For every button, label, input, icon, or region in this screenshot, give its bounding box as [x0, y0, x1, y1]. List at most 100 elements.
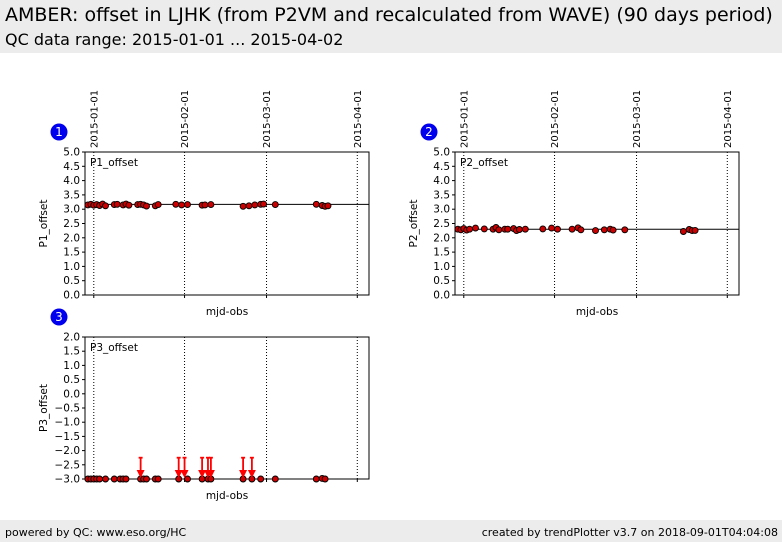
data-point	[154, 475, 162, 483]
panel-series-label: P2_offset	[460, 157, 508, 169]
data-point	[472, 224, 479, 232]
y-tick-label: 3.5	[433, 189, 450, 201]
limit-arrow-head	[180, 470, 189, 478]
y-tick-label: 1.5	[433, 247, 450, 259]
panel-number-label: 1	[55, 125, 63, 139]
data-point	[125, 201, 133, 209]
limit-arrow-head	[247, 470, 256, 478]
y-tick-label: 2.5	[63, 218, 80, 230]
y-tick-label: −0.5	[55, 403, 81, 415]
data-point	[271, 201, 279, 209]
limit-arrow-head	[136, 470, 145, 478]
data-point	[143, 202, 150, 210]
y-tick-label: 2.0	[63, 232, 80, 244]
data-point	[102, 202, 109, 210]
data-point	[548, 224, 556, 232]
y-tick-label: 2.0	[63, 332, 80, 344]
y-tick-label: 1.0	[433, 261, 450, 273]
data-point	[324, 202, 332, 210]
data-point	[257, 475, 265, 483]
y-tick-label: 4.5	[63, 161, 80, 173]
data-point	[600, 226, 608, 234]
y-tick-label: 2.0	[433, 232, 450, 244]
y-tick-label: 3.0	[433, 204, 450, 216]
limit-arrow-head	[239, 470, 248, 478]
y-tick-label: 3.0	[63, 204, 80, 216]
data-point	[260, 200, 268, 208]
panel-number-label: 3	[55, 310, 63, 324]
data-point	[554, 225, 561, 233]
data-point	[568, 225, 576, 233]
plot-frame	[84, 151, 370, 296]
data-point	[691, 226, 699, 234]
data-point	[178, 201, 186, 209]
y-tick-label: 1.0	[63, 360, 80, 372]
data-point	[312, 475, 320, 483]
date-tick-label: 2015-04-01	[353, 90, 364, 148]
footer-bar: powered by QC: www.eso.org/HC created by…	[0, 520, 782, 542]
data-point	[143, 475, 150, 483]
data-point	[577, 226, 585, 234]
plot-panel-3: 3 −3.0 −2.5 −2.0 −1.5 −1.0 −0.5 0.0 0.5 1.0 1.5 2.0…	[38, 308, 370, 502]
y-tick-label: 5.0	[433, 147, 450, 159]
y-tick-label: −1.5	[55, 431, 81, 443]
limit-arrow-head	[206, 470, 215, 478]
data-point	[539, 225, 547, 233]
y-tick-label: 3.5	[63, 189, 80, 201]
qc-data-range: QC data range: 2015-01-01 ... 2015-04-02	[5, 30, 344, 49]
data-point	[504, 225, 512, 233]
data-point	[679, 228, 687, 235]
data-point	[592, 227, 599, 235]
y-tick-label: 4.0	[63, 175, 80, 187]
panel-series-label: P1_offset	[90, 157, 138, 169]
data-point	[271, 475, 279, 483]
footer-created-by: created by trendPlotter v3.7 on 2018-09-…	[481, 526, 778, 539]
plot-frame	[454, 151, 740, 296]
data-point	[96, 475, 104, 483]
y-axis-label: P3_offset	[38, 384, 50, 432]
data-point	[239, 202, 247, 210]
data-point	[515, 226, 523, 233]
x-axis-label: mjd-obs	[576, 306, 618, 318]
trend-plots: 1 2015-01-01 2015-02-01 2015-03-01 2015-04-0…	[38, 90, 740, 502]
plot-panel-2: 2 2015-01-01 2015-02-01 2015-03-01 2015-04-0…	[408, 90, 740, 318]
y-tick-label: 4.0	[433, 175, 450, 187]
data-point	[321, 475, 329, 483]
panel-number-badge	[420, 123, 438, 141]
date-tick-label: 2015-02-01	[180, 90, 191, 148]
panel-number-badge	[50, 123, 68, 141]
data-point	[102, 475, 109, 483]
limit-arrow-head	[174, 470, 183, 478]
y-tick-label: 1.5	[63, 247, 80, 259]
footer-powered-by: powered by QC: www.eso.org/HC	[5, 526, 187, 539]
page-title: AMBER: offset in LJHK (from P2VM and rec…	[5, 4, 773, 26]
data-point	[245, 202, 253, 210]
y-tick-label: 5.0	[63, 147, 80, 159]
data-point	[495, 226, 503, 234]
data-point	[466, 225, 474, 233]
data-point	[521, 225, 529, 233]
y-tick-label: −1.0	[55, 417, 81, 429]
y-axis-label: P1_offset	[38, 200, 50, 248]
plot-panel-1: 1 2015-01-01 2015-02-01 2015-03-01 2015-04-0…	[38, 90, 370, 318]
y-tick-label: 1.5	[63, 346, 80, 358]
y-tick-label: 0.0	[433, 290, 450, 302]
date-tick-label: 2015-01-01	[459, 90, 470, 148]
panel-series-label: P3_offset	[90, 342, 138, 354]
data-point	[172, 200, 180, 208]
y-tick-label: 0.0	[63, 388, 80, 400]
data-point	[154, 201, 162, 209]
data-point	[251, 201, 259, 209]
data-point	[609, 226, 617, 234]
y-tick-label: 1.0	[63, 261, 80, 273]
date-tick-label: 2015-03-01	[262, 90, 273, 148]
y-tick-label: −2.0	[55, 445, 81, 457]
limit-arrow-head	[198, 470, 207, 478]
y-axis-label: P2_offset	[408, 200, 420, 248]
y-tick-label: 0.5	[433, 275, 450, 287]
header-bar: AMBER: offset in LJHK (from P2VM and rec…	[0, 0, 782, 53]
data-point	[312, 200, 320, 208]
y-tick-label: −2.5	[55, 459, 81, 471]
data-point	[184, 475, 191, 483]
y-tick-label: 0.5	[63, 275, 80, 287]
